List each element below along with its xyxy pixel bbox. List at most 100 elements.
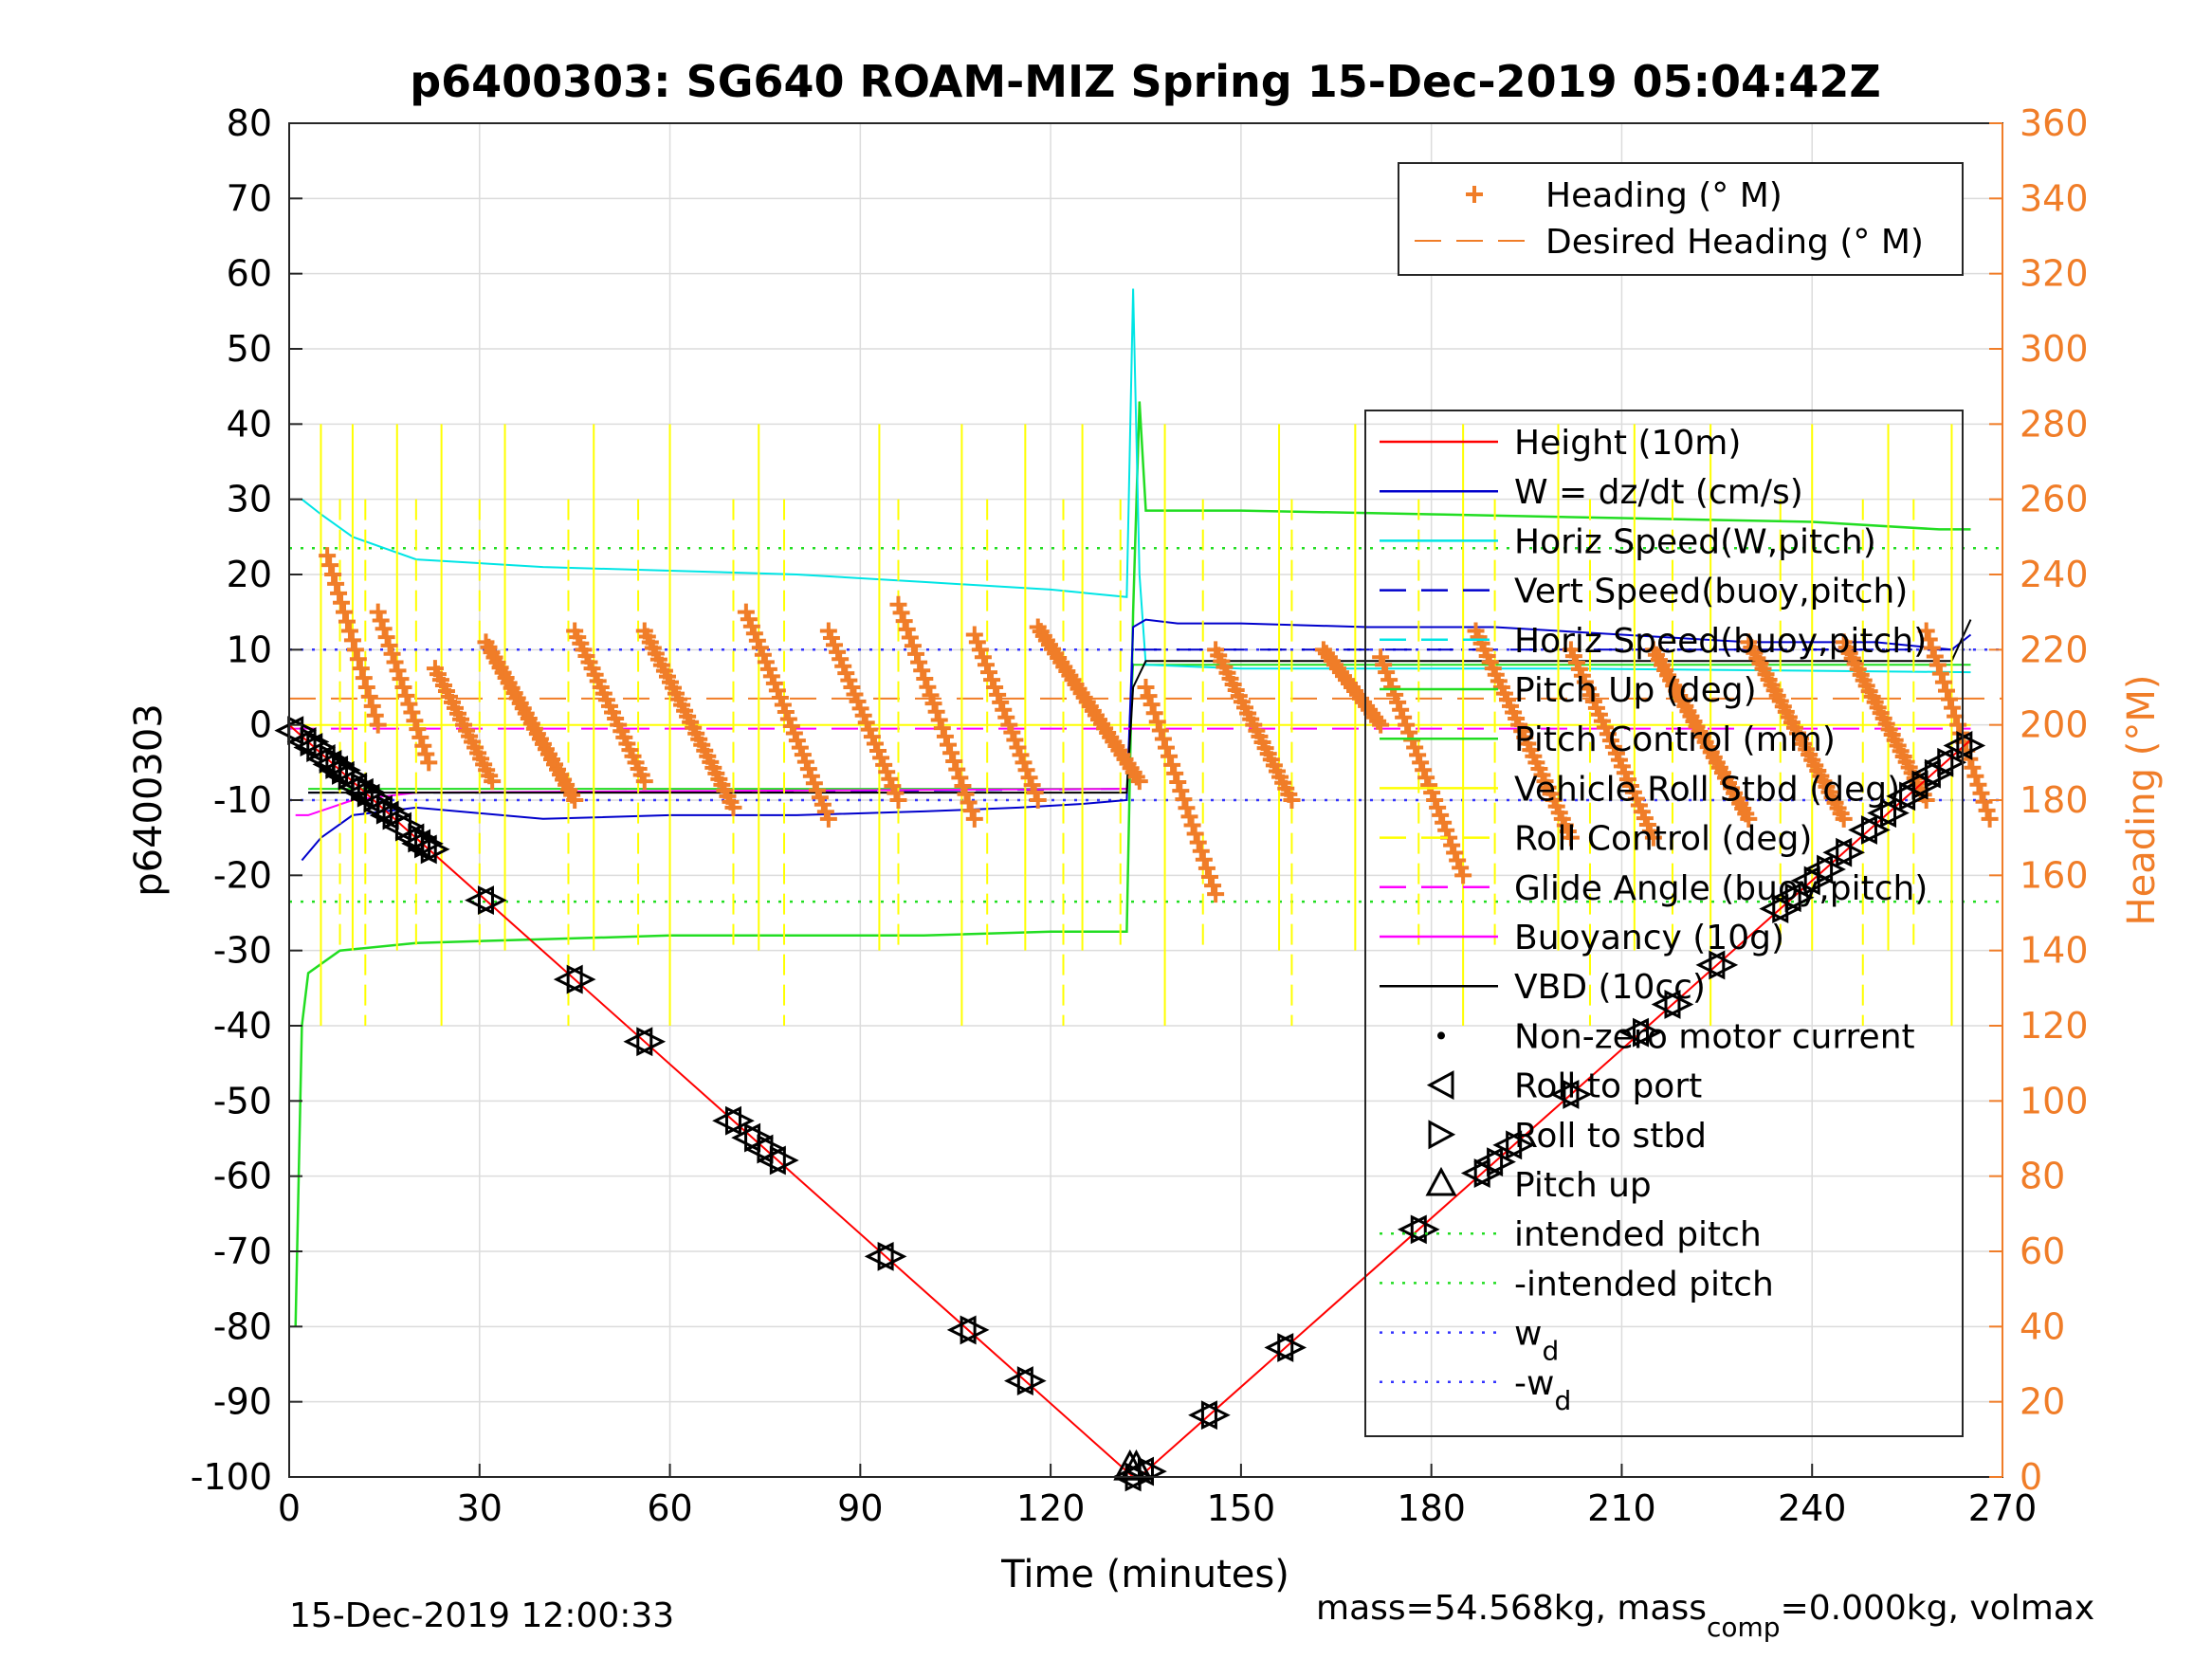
heading-point (1941, 690, 1959, 708)
y-tick-label: 20 (227, 554, 272, 595)
heading-point (933, 720, 951, 738)
heading-point (951, 769, 969, 787)
heading-point (343, 631, 361, 649)
heading-point (960, 793, 978, 811)
series-layer (288, 288, 2002, 1478)
y-tick-label: -60 (213, 1156, 272, 1197)
heading-point (919, 678, 937, 696)
x-tick-label: 120 (1016, 1487, 1086, 1529)
y-tick-label: -70 (213, 1231, 272, 1272)
heading-point (1154, 730, 1172, 748)
roll-to-stbd-marker (960, 1315, 990, 1345)
roll-to-stbd-marker (1563, 1080, 1593, 1109)
ticks-layer: 0 30 60 90 120 150 180 210 240 270 80 70 60 50 40 30 20 1… (191, 102, 2089, 1529)
pitch-up-marker (1119, 1449, 1153, 1481)
heading-point (1740, 810, 1758, 828)
y-tick-label: 60 (227, 253, 272, 295)
heading-point (1175, 791, 1193, 809)
roll-to-stbd-marker (1506, 1130, 1536, 1160)
heading-point (1197, 859, 1216, 877)
heading-point (1369, 712, 1387, 730)
heading-point (1195, 850, 1213, 868)
legend-label-horiz-speed-w-pitch: Horiz Speed(W,pitch) (1514, 522, 1876, 561)
heading-point (333, 593, 351, 611)
heading-point (417, 745, 435, 763)
roll-to-stbd-marker (1784, 883, 1815, 913)
footer-mass-suffix: =0.000kg, volmax (1781, 1589, 2095, 1628)
legend-label-w: -wd (1514, 1364, 1571, 1416)
heading-point (1140, 687, 1158, 705)
heading-point (1130, 773, 1148, 791)
y-tick-label: -20 (213, 854, 272, 896)
x-tick-label: 90 (837, 1487, 883, 1529)
heading-point (1161, 747, 1179, 765)
heading-point (411, 728, 430, 746)
heading-point (1966, 767, 1984, 785)
heading-point (954, 777, 972, 795)
heading-point (369, 716, 387, 734)
legend-swatch-non-zero-motor-current (1437, 1031, 1445, 1040)
y-tick-label: 70 (227, 177, 272, 219)
heading-point (1972, 784, 1990, 802)
x-tick-label: 0 (278, 1487, 301, 1529)
roll-to-stbd-marker (300, 727, 330, 757)
heading-point (1137, 679, 1155, 696)
roll-to-stbd-marker (769, 1145, 799, 1176)
heading-point (907, 645, 925, 663)
marker-layer (274, 716, 1986, 1492)
heading-point (889, 595, 907, 613)
heading-point (1207, 885, 1225, 903)
legend-label-pitch-up: Pitch up (1514, 1166, 1652, 1205)
series-horiz-speed-w-pitch (301, 288, 1971, 674)
y-right-tick-label: 0 (2020, 1456, 2042, 1498)
legend-heading-box (1398, 162, 1964, 276)
heading-point (1029, 792, 1047, 809)
heading-point (484, 773, 502, 791)
roll-to-stbd-marker (477, 885, 507, 916)
y-right-tick-label: 60 (2020, 1231, 2065, 1272)
heading-point (913, 662, 931, 680)
heading-point (965, 810, 983, 828)
y-tick-label: -30 (213, 930, 272, 972)
heading-point (386, 653, 404, 671)
heading-point (1189, 833, 1207, 851)
x-tick-label: 60 (647, 1487, 692, 1529)
y-right-tick-label: 240 (2020, 554, 2089, 595)
heading-point (1969, 775, 1987, 793)
heading-point (892, 604, 910, 622)
roll-to-stbd-marker (1956, 731, 1986, 760)
y-tick-label: -90 (213, 1381, 272, 1423)
heading-point (1163, 756, 1181, 774)
heading-point (1944, 699, 1962, 717)
legend-label-subscript: d (1542, 1336, 1559, 1367)
y-right-tick-label: 360 (2020, 102, 2089, 144)
roll-to-stbd-marker (1860, 815, 1891, 845)
y-tick-label: 50 (227, 328, 272, 370)
series-vbd-10cc (308, 619, 1972, 794)
x-tick-label: 210 (1587, 1487, 1656, 1529)
legend-label-buoyancy-10g: Buoyancy (10g) (1514, 919, 1784, 957)
x-tick-label: 240 (1778, 1487, 1847, 1529)
legend-label-roll-to-stbd: Roll to stbd (1514, 1117, 1707, 1156)
chart-title: p6400303: SG640 ROAM-MIZ Spring 15-Dec-2… (410, 56, 1881, 107)
roll-to-stbd-marker (636, 1027, 667, 1057)
heading-point (916, 669, 934, 687)
heading-point (1151, 721, 1169, 739)
heading-point (1931, 665, 1949, 683)
roll-to-stbd-marker (1664, 990, 1694, 1019)
y-tick-label: 10 (227, 629, 272, 670)
heading-point (898, 620, 916, 638)
heading-point (394, 679, 412, 696)
heading-point (324, 566, 342, 583)
heading-point (372, 611, 390, 629)
heading-point (360, 687, 378, 705)
heading-point (1172, 782, 1190, 800)
heading-point (319, 547, 337, 565)
roll-to-stbd-marker (356, 777, 387, 808)
footer-mass: mass=54.568kg, masscomp=0.000kg, volmax (1316, 1589, 2094, 1643)
heading-point (369, 603, 387, 621)
heading-point (819, 810, 837, 828)
heading-point (635, 773, 653, 791)
footer-mass-sub: comp (1707, 1612, 1781, 1643)
